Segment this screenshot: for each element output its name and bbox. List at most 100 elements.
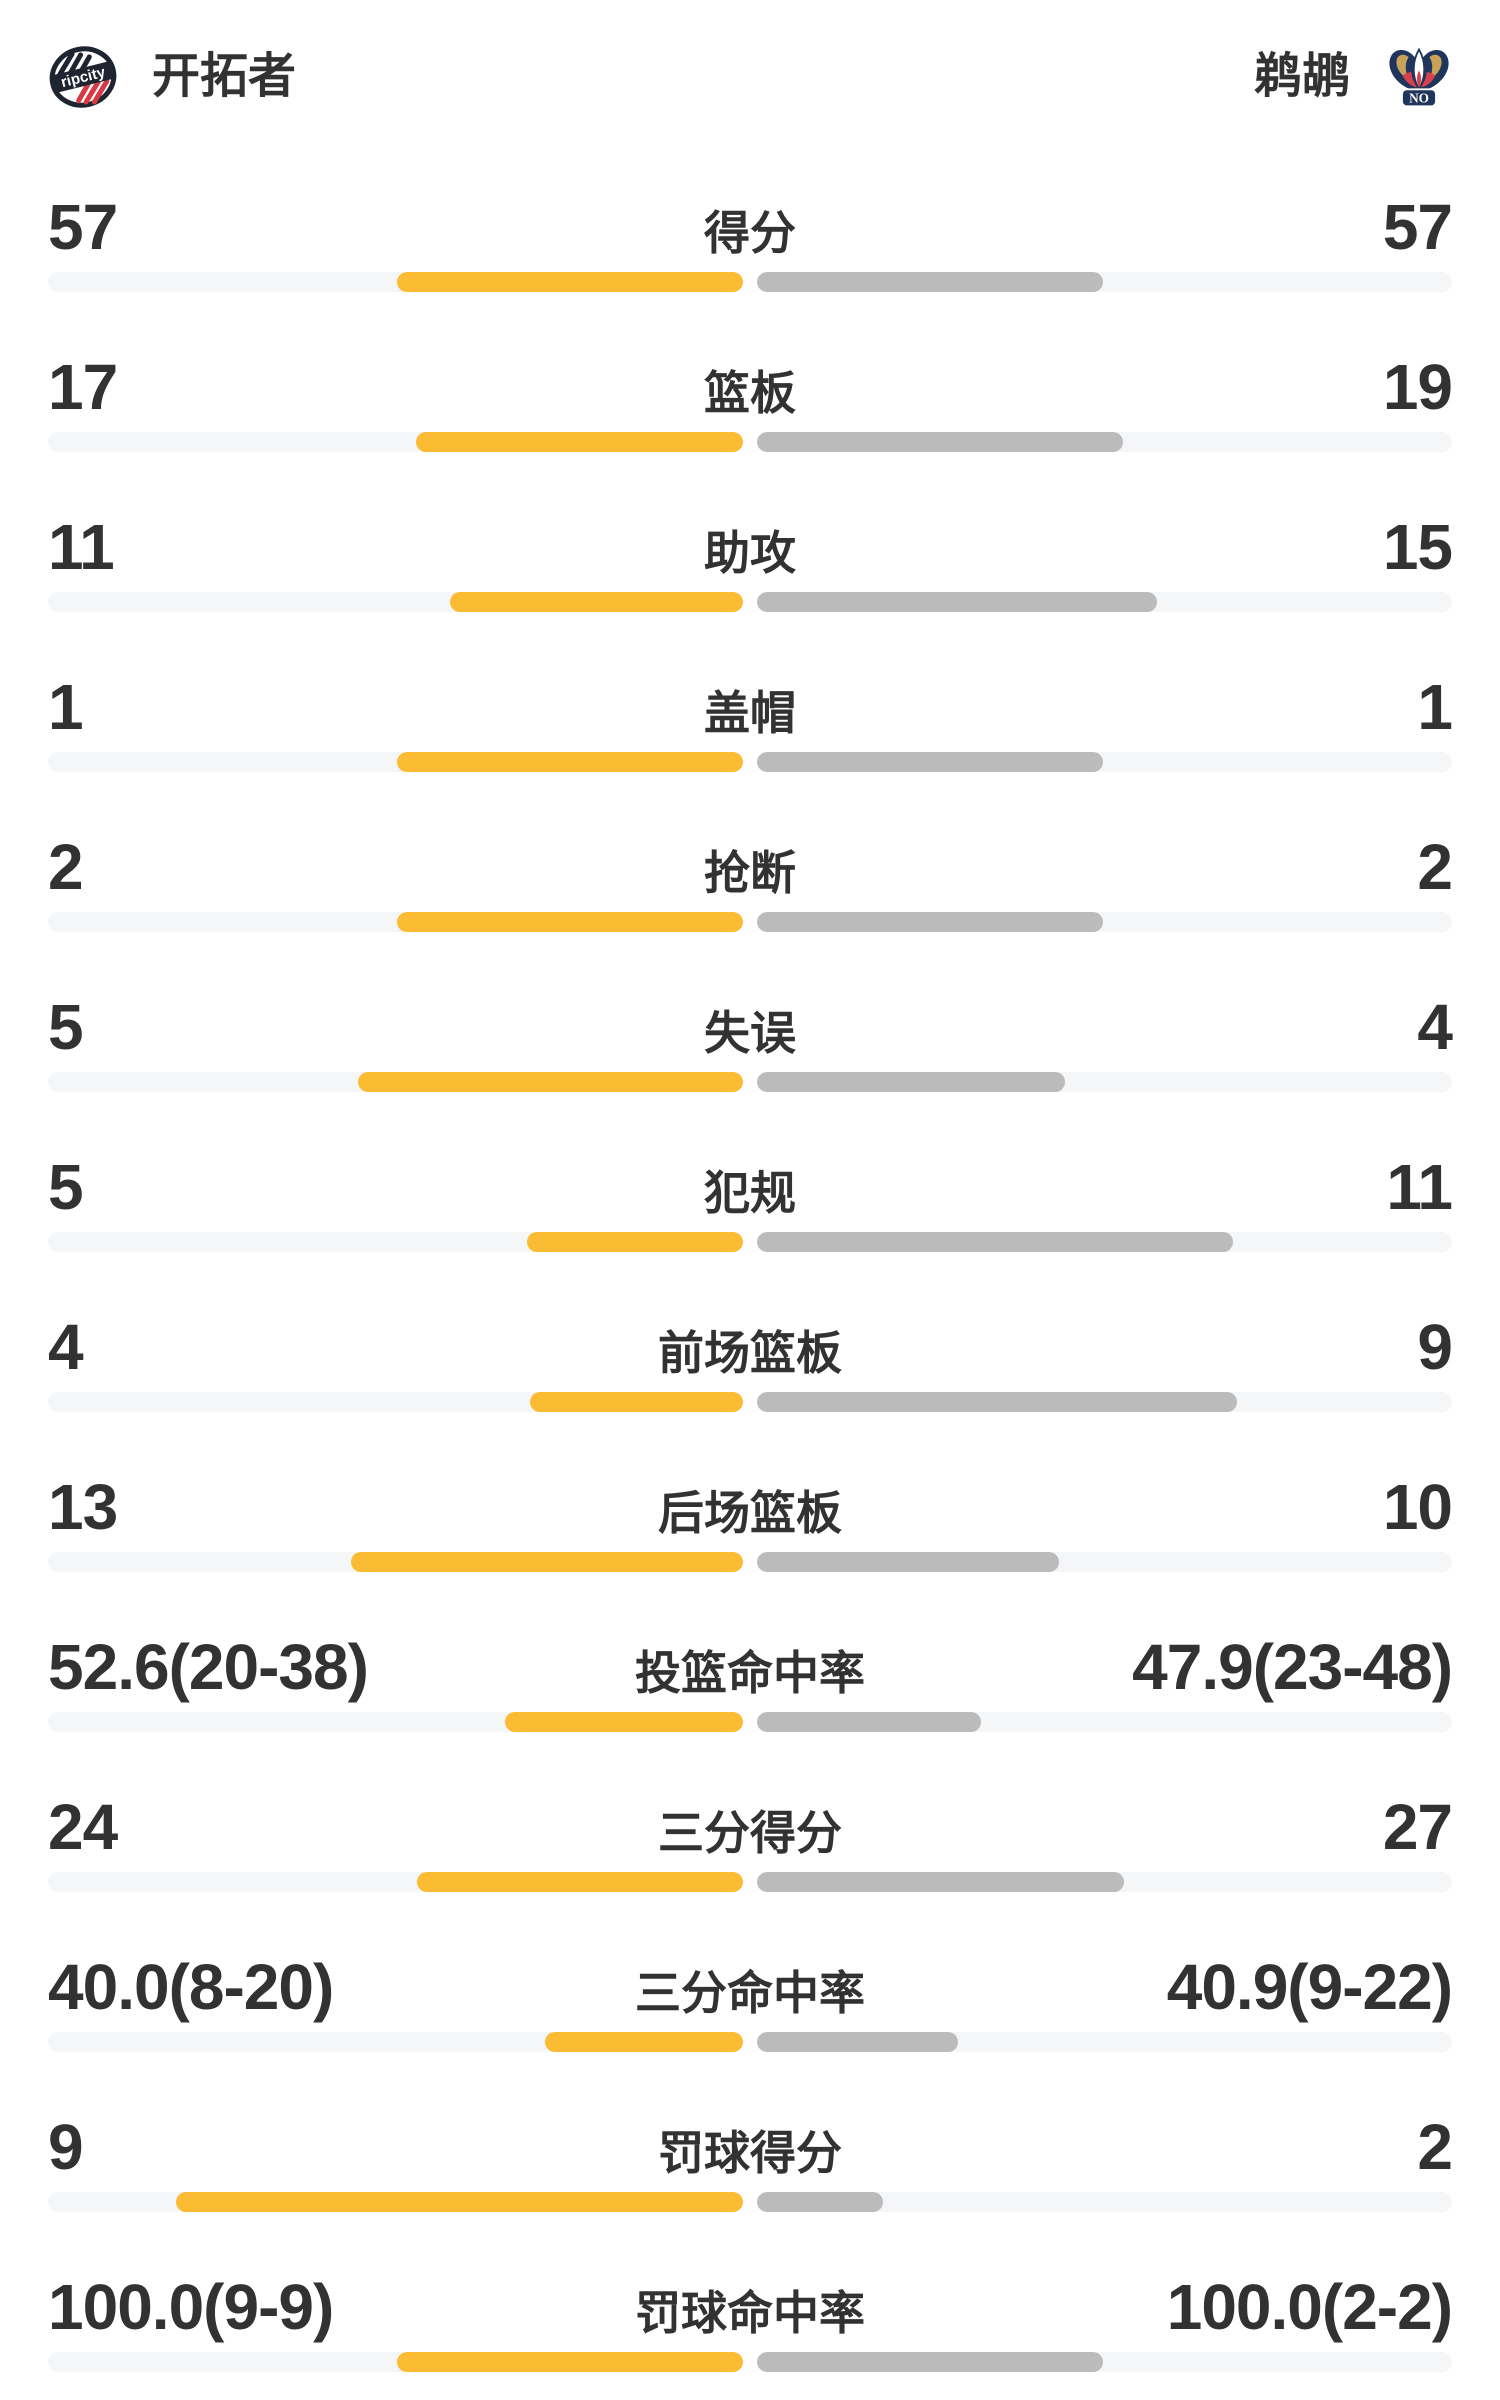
away-bar-fill (757, 2352, 1104, 2372)
header: ripcity 开拓者 鹈鹕 NO (0, 0, 1500, 116)
away-team: 鹈鹕 NO (1254, 42, 1454, 112)
stat-row: 57 得分 57 (48, 160, 1453, 320)
home-bar-fill (417, 1872, 743, 1892)
home-bar-fill (415, 432, 743, 452)
home-bar-fill (396, 912, 743, 932)
away-stat-value: 47.9(23-48) (1132, 1631, 1453, 1703)
away-stat-value: 11 (1386, 1151, 1453, 1223)
home-bar-fill (449, 592, 743, 612)
stat-row-values: 11 助攻 15 (48, 511, 1453, 583)
home-team-name: 开拓者 (152, 50, 297, 103)
home-stat-value: 2 (48, 831, 84, 903)
home-bar-fill (396, 272, 743, 292)
home-stat-value: 5 (48, 1151, 84, 1223)
stat-label: 后场篮板 (658, 1487, 842, 1539)
stat-row: 9 罚球得分 2 (48, 2080, 1453, 2240)
home-bar-track (48, 752, 743, 772)
away-stat-value: 27 (1382, 1791, 1453, 1863)
away-bar-track (757, 1072, 1452, 1092)
away-stat-value: 2 (1417, 831, 1453, 903)
away-stat-value: 19 (1382, 351, 1453, 423)
away-bar-fill (757, 432, 1124, 452)
stat-bars (48, 432, 1452, 452)
away-bar-fill (757, 1392, 1237, 1412)
home-stat-value: 13 (48, 1471, 118, 1543)
away-bar-track (757, 1392, 1452, 1412)
stat-label: 投篮命中率 (635, 1647, 865, 1699)
stat-bars (48, 1392, 1452, 1412)
home-bar-track (48, 1552, 743, 1572)
stat-bars (48, 2352, 1452, 2372)
stat-label: 助攻 (704, 527, 796, 579)
stat-row: 52.6(20-38) 投篮命中率 47.9(23-48) (48, 1600, 1453, 1760)
stat-row-values: 40.0(8-20) 三分命中率 40.9(9-22) (48, 1951, 1453, 2023)
stat-row-values: 9 罚球得分 2 (48, 2111, 1453, 2183)
home-stat-value: 100.0(9-9) (48, 2271, 334, 2343)
home-stat-value: 11 (48, 511, 115, 583)
stat-row: 100.0(9-9) 罚球命中率 100.0(2-2) (48, 2240, 1453, 2400)
home-bar-track (48, 272, 743, 292)
away-bar-fill (757, 1712, 982, 1732)
stat-bars (48, 272, 1452, 292)
stat-label: 得分 (704, 207, 796, 259)
stat-row: 5 犯规 11 (48, 1120, 1453, 1280)
home-stat-value: 1 (48, 671, 84, 743)
stat-row-values: 1 盖帽 1 (48, 671, 1453, 743)
away-bar-track (757, 592, 1452, 612)
stat-label: 罚球得分 (658, 2127, 842, 2179)
stat-bars (48, 752, 1452, 772)
away-stat-value: 1 (1417, 671, 1453, 743)
stat-row: 11 助攻 15 (48, 480, 1453, 640)
away-stat-value: 15 (1382, 511, 1453, 583)
away-bar-track (757, 1872, 1452, 1892)
stat-bars (48, 592, 1452, 612)
trail-blazers-logo-icon: ripcity (49, 46, 117, 108)
away-bar-track (757, 2032, 1452, 2052)
away-bar-fill (757, 1872, 1124, 1892)
pelicans-logo-text: NO (1409, 91, 1429, 106)
home-bar-track (48, 1872, 743, 1892)
away-bar-fill (757, 1232, 1234, 1252)
stat-row: 13 后场篮板 10 (48, 1440, 1453, 1600)
stat-row-values: 4 前场篮板 9 (48, 1315, 1453, 1379)
stat-label: 犯规 (704, 1167, 796, 1219)
stat-row: 4 前场篮板 9 (48, 1280, 1453, 1440)
away-stat-value: 100.0(2-2) (1166, 2271, 1453, 2343)
away-bar-fill (757, 752, 1104, 772)
home-bar-fill (175, 2192, 743, 2212)
away-bar-track (757, 1712, 1452, 1732)
pelicans-logo-icon: NO (1389, 47, 1449, 108)
home-bar-track (48, 1072, 743, 1092)
stat-row: 5 失误 4 (48, 960, 1453, 1120)
stats-list: 57 得分 57 17 篮板 19 (0, 160, 1500, 2400)
home-stat-value: 5 (48, 991, 84, 1063)
home-bar-fill (351, 1552, 743, 1572)
stat-row-values: 100.0(9-9) 罚球命中率 100.0(2-2) (48, 2271, 1453, 2343)
home-bar-fill (504, 1712, 743, 1732)
stat-label: 抢断 (704, 847, 796, 899)
stat-label: 前场篮板 (658, 1327, 842, 1379)
stat-row-values: 13 后场篮板 10 (48, 1471, 1453, 1543)
away-bar-track (757, 2352, 1452, 2372)
home-bar-track (48, 1392, 743, 1412)
home-bar-track (48, 1712, 743, 1732)
stat-row-values: 24 三分得分 27 (48, 1791, 1453, 1863)
away-bar-track (757, 912, 1452, 932)
away-bar-fill (757, 2192, 883, 2212)
home-stat-value: 9 (48, 2111, 84, 2183)
home-stat-value: 57 (48, 191, 118, 263)
stat-row-values: 57 得分 57 (48, 191, 1453, 263)
home-bar-fill (526, 1232, 743, 1252)
home-stat-value: 52.6(20-38) (48, 1631, 369, 1703)
home-bar-track (48, 1232, 743, 1252)
stat-row-values: 17 篮板 19 (48, 351, 1453, 423)
home-bar-track (48, 2192, 743, 2212)
away-bar-track (757, 1552, 1452, 1572)
home-stat-value: 40.0(8-20) (48, 1951, 334, 2023)
stat-label: 三分得分 (658, 1807, 842, 1859)
stat-row: 40.0(8-20) 三分命中率 40.9(9-22) (48, 1920, 1453, 2080)
stat-row-values: 5 犯规 11 (48, 1151, 1453, 1223)
away-bar-track (757, 432, 1452, 452)
stat-bars (48, 1552, 1452, 1572)
